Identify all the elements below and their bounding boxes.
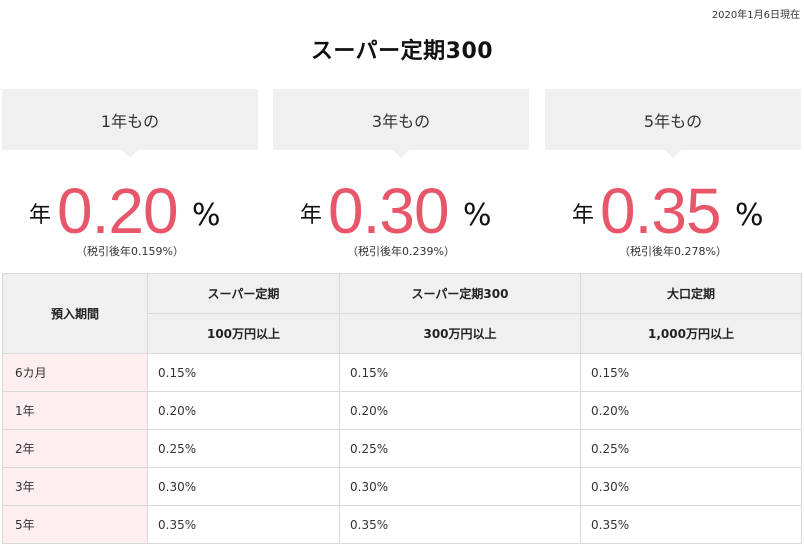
column-min-super: 100万円以上 xyxy=(147,313,340,354)
rate-value: 0.30 xyxy=(328,175,450,247)
rate-cell: 0.25% xyxy=(147,429,340,468)
rate-value: 0.35 xyxy=(600,175,722,247)
column-header-large: 大口定期 xyxy=(580,273,802,314)
period-cell: 6カ月 xyxy=(2,353,148,392)
page-title: スーパー定期300 xyxy=(310,39,494,64)
card-term: 3年もの xyxy=(273,89,529,158)
rate-value: 0.20 xyxy=(57,175,179,247)
rate-card-3year: 3年もの 年 0.30 % （税引後年0.239%） xyxy=(273,89,529,258)
column-header-super: スーパー定期 xyxy=(147,273,340,314)
rate-cell: 0.35% xyxy=(580,505,802,544)
card-term: 5年もの xyxy=(545,89,801,158)
period-cell: 5年 xyxy=(2,505,148,544)
card-term: 1年もの xyxy=(2,89,258,158)
rate-cell: 0.35% xyxy=(147,505,340,544)
period-header: 預入期間 xyxy=(2,273,148,354)
rate-unit: % xyxy=(463,198,492,233)
rate-cell: 0.20% xyxy=(580,391,802,430)
rate-cell: 0.15% xyxy=(580,353,802,392)
rate-line: 年 0.35 % xyxy=(545,171,801,247)
rate-card-5year: 5年もの 年 0.35 % （税引後年0.278%） xyxy=(545,89,801,258)
after-tax-rate: （税引後年0.159%） xyxy=(76,245,184,258)
rate-cell: 0.20% xyxy=(339,391,581,430)
table-row: 3年 0.30% 0.30% 0.30% xyxy=(2,467,802,506)
after-tax-rate: （税引後年0.239%） xyxy=(347,245,455,258)
rate-table: 預入期間 スーパー定期 スーパー定期300 大口定期 100万円以上 300万円… xyxy=(2,273,802,544)
date-note: 2020年1月6日現在 xyxy=(711,10,800,21)
rate-unit: % xyxy=(735,198,764,233)
rate-cell: 0.15% xyxy=(147,353,340,392)
after-tax-rate: （税引後年0.278%） xyxy=(619,245,727,258)
rate-prefix: 年 xyxy=(572,203,595,228)
rate-line: 年 0.20 % xyxy=(2,171,258,247)
rate-cell: 0.25% xyxy=(339,429,581,468)
rate-cell: 0.30% xyxy=(147,467,340,506)
rate-line: 年 0.30 % xyxy=(273,171,529,247)
period-cell: 3年 xyxy=(2,467,148,506)
rate-prefix: 年 xyxy=(29,203,52,228)
rate-cell: 0.15% xyxy=(339,353,581,392)
table-row: 1年 0.20% 0.20% 0.20% xyxy=(2,391,802,430)
column-min-super300: 300万円以上 xyxy=(339,313,581,354)
column-header-super300: スーパー定期300 xyxy=(339,273,581,314)
rate-cell: 0.20% xyxy=(147,391,340,430)
table-row: 6カ月 0.15% 0.15% 0.15% xyxy=(2,353,802,392)
rate-cell: 0.30% xyxy=(339,467,581,506)
rate-cell: 0.35% xyxy=(339,505,581,544)
period-cell: 2年 xyxy=(2,429,148,468)
column-min-large: 1,000万円以上 xyxy=(580,313,802,354)
rate-prefix: 年 xyxy=(300,203,323,228)
table-row: 2年 0.25% 0.25% 0.25% xyxy=(2,429,802,468)
rate-unit: % xyxy=(192,198,221,233)
rate-card-1year: 1年もの 年 0.20 % （税引後年0.159%） xyxy=(2,89,258,258)
rate-cell: 0.25% xyxy=(580,429,802,468)
period-cell: 1年 xyxy=(2,391,148,430)
rate-cell: 0.30% xyxy=(580,467,802,506)
table-row: 5年 0.35% 0.35% 0.35% xyxy=(2,505,802,544)
